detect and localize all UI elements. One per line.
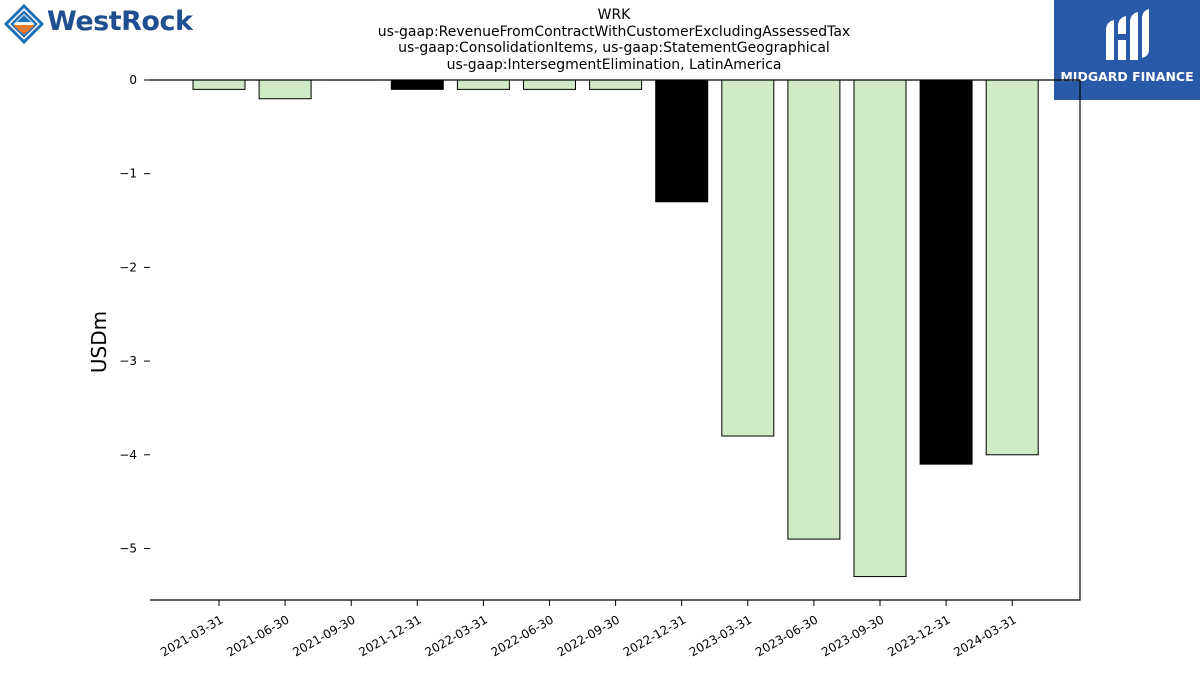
y-tick-label: −1 [119, 167, 137, 181]
y-tick-label: 0 [129, 73, 137, 87]
chart-subtitle-line-2: us-gaap:ConsolidationItems, us-gaap:Stat… [398, 40, 830, 56]
bar-2023-12-31 [919, 79, 973, 465]
bar-2023-03-31 [721, 79, 775, 437]
bar-2022-12-31 [655, 79, 709, 203]
x-tick-label: 2023-03-31 [687, 612, 754, 659]
x-tick-label: 2022-09-30 [555, 612, 622, 659]
x-tick-label: 2023-06-30 [753, 612, 820, 659]
x-tick-label: 2021-06-30 [224, 612, 291, 659]
plot-frame [149, 79, 1081, 601]
bar-2021-12-31 [390, 79, 444, 90]
bar-2023-06-30 [787, 79, 841, 540]
x-tick-label: 2022-12-31 [621, 612, 688, 659]
x-tick-label: 2021-09-30 [290, 612, 357, 659]
bar-2021-03-31 [192, 79, 246, 90]
bar-2023-09-30 [853, 79, 907, 578]
bar-2022-06-30 [523, 79, 576, 90]
y-axis-label: USDm [87, 311, 111, 373]
x-tick-label: 2022-06-30 [489, 612, 556, 659]
chart-title-block: WRK us-gaap:RevenueFromContractWithCusto… [300, 7, 928, 73]
x-tick-label: 2021-03-31 [158, 612, 225, 659]
bars-layer [192, 79, 1039, 578]
bar-2022-09-30 [589, 79, 643, 90]
x-tick-label: 2023-09-30 [819, 612, 886, 659]
bar-2021-06-30 [258, 79, 312, 100]
midgard-logo-text: MIDGARD FINANCE [1060, 69, 1194, 84]
x-axis: 2021-03-312021-06-302021-09-302021-12-31… [158, 600, 1019, 659]
y-tick-label: −2 [119, 260, 137, 274]
y-tick-label: −5 [119, 541, 137, 555]
x-tick-label: 2024-03-31 [951, 612, 1018, 659]
chart-subtitle-line-3: us-gaap:IntersegmentElimination, LatinAm… [446, 56, 782, 73]
midgard-finance-logo: MIDGARD FINANCE [1054, 0, 1200, 100]
x-tick-label: 2023-12-31 [885, 612, 952, 659]
westrock-diamond-icon [3, 3, 45, 45]
y-tick-label: −4 [119, 448, 137, 462]
westrock-logo: WestRock [3, 3, 193, 45]
y-axis: 0 −1 −2 −3 −4 −5 [119, 73, 150, 555]
bar-2022-03-31 [456, 79, 510, 90]
y-tick-label: −3 [119, 354, 137, 368]
westrock-logo-text: WestRock [47, 6, 193, 37]
x-tick-label: 2022-03-31 [422, 612, 489, 659]
chart-subtitle-line-1: us-gaap:RevenueFromContractWithCustomerE… [377, 23, 851, 40]
bar-2024-03-31 [985, 79, 1039, 456]
chart-title: WRK [597, 7, 631, 23]
x-tick-label: 2021-12-31 [356, 612, 423, 659]
midgard-monogram-icon [1106, 9, 1149, 60]
